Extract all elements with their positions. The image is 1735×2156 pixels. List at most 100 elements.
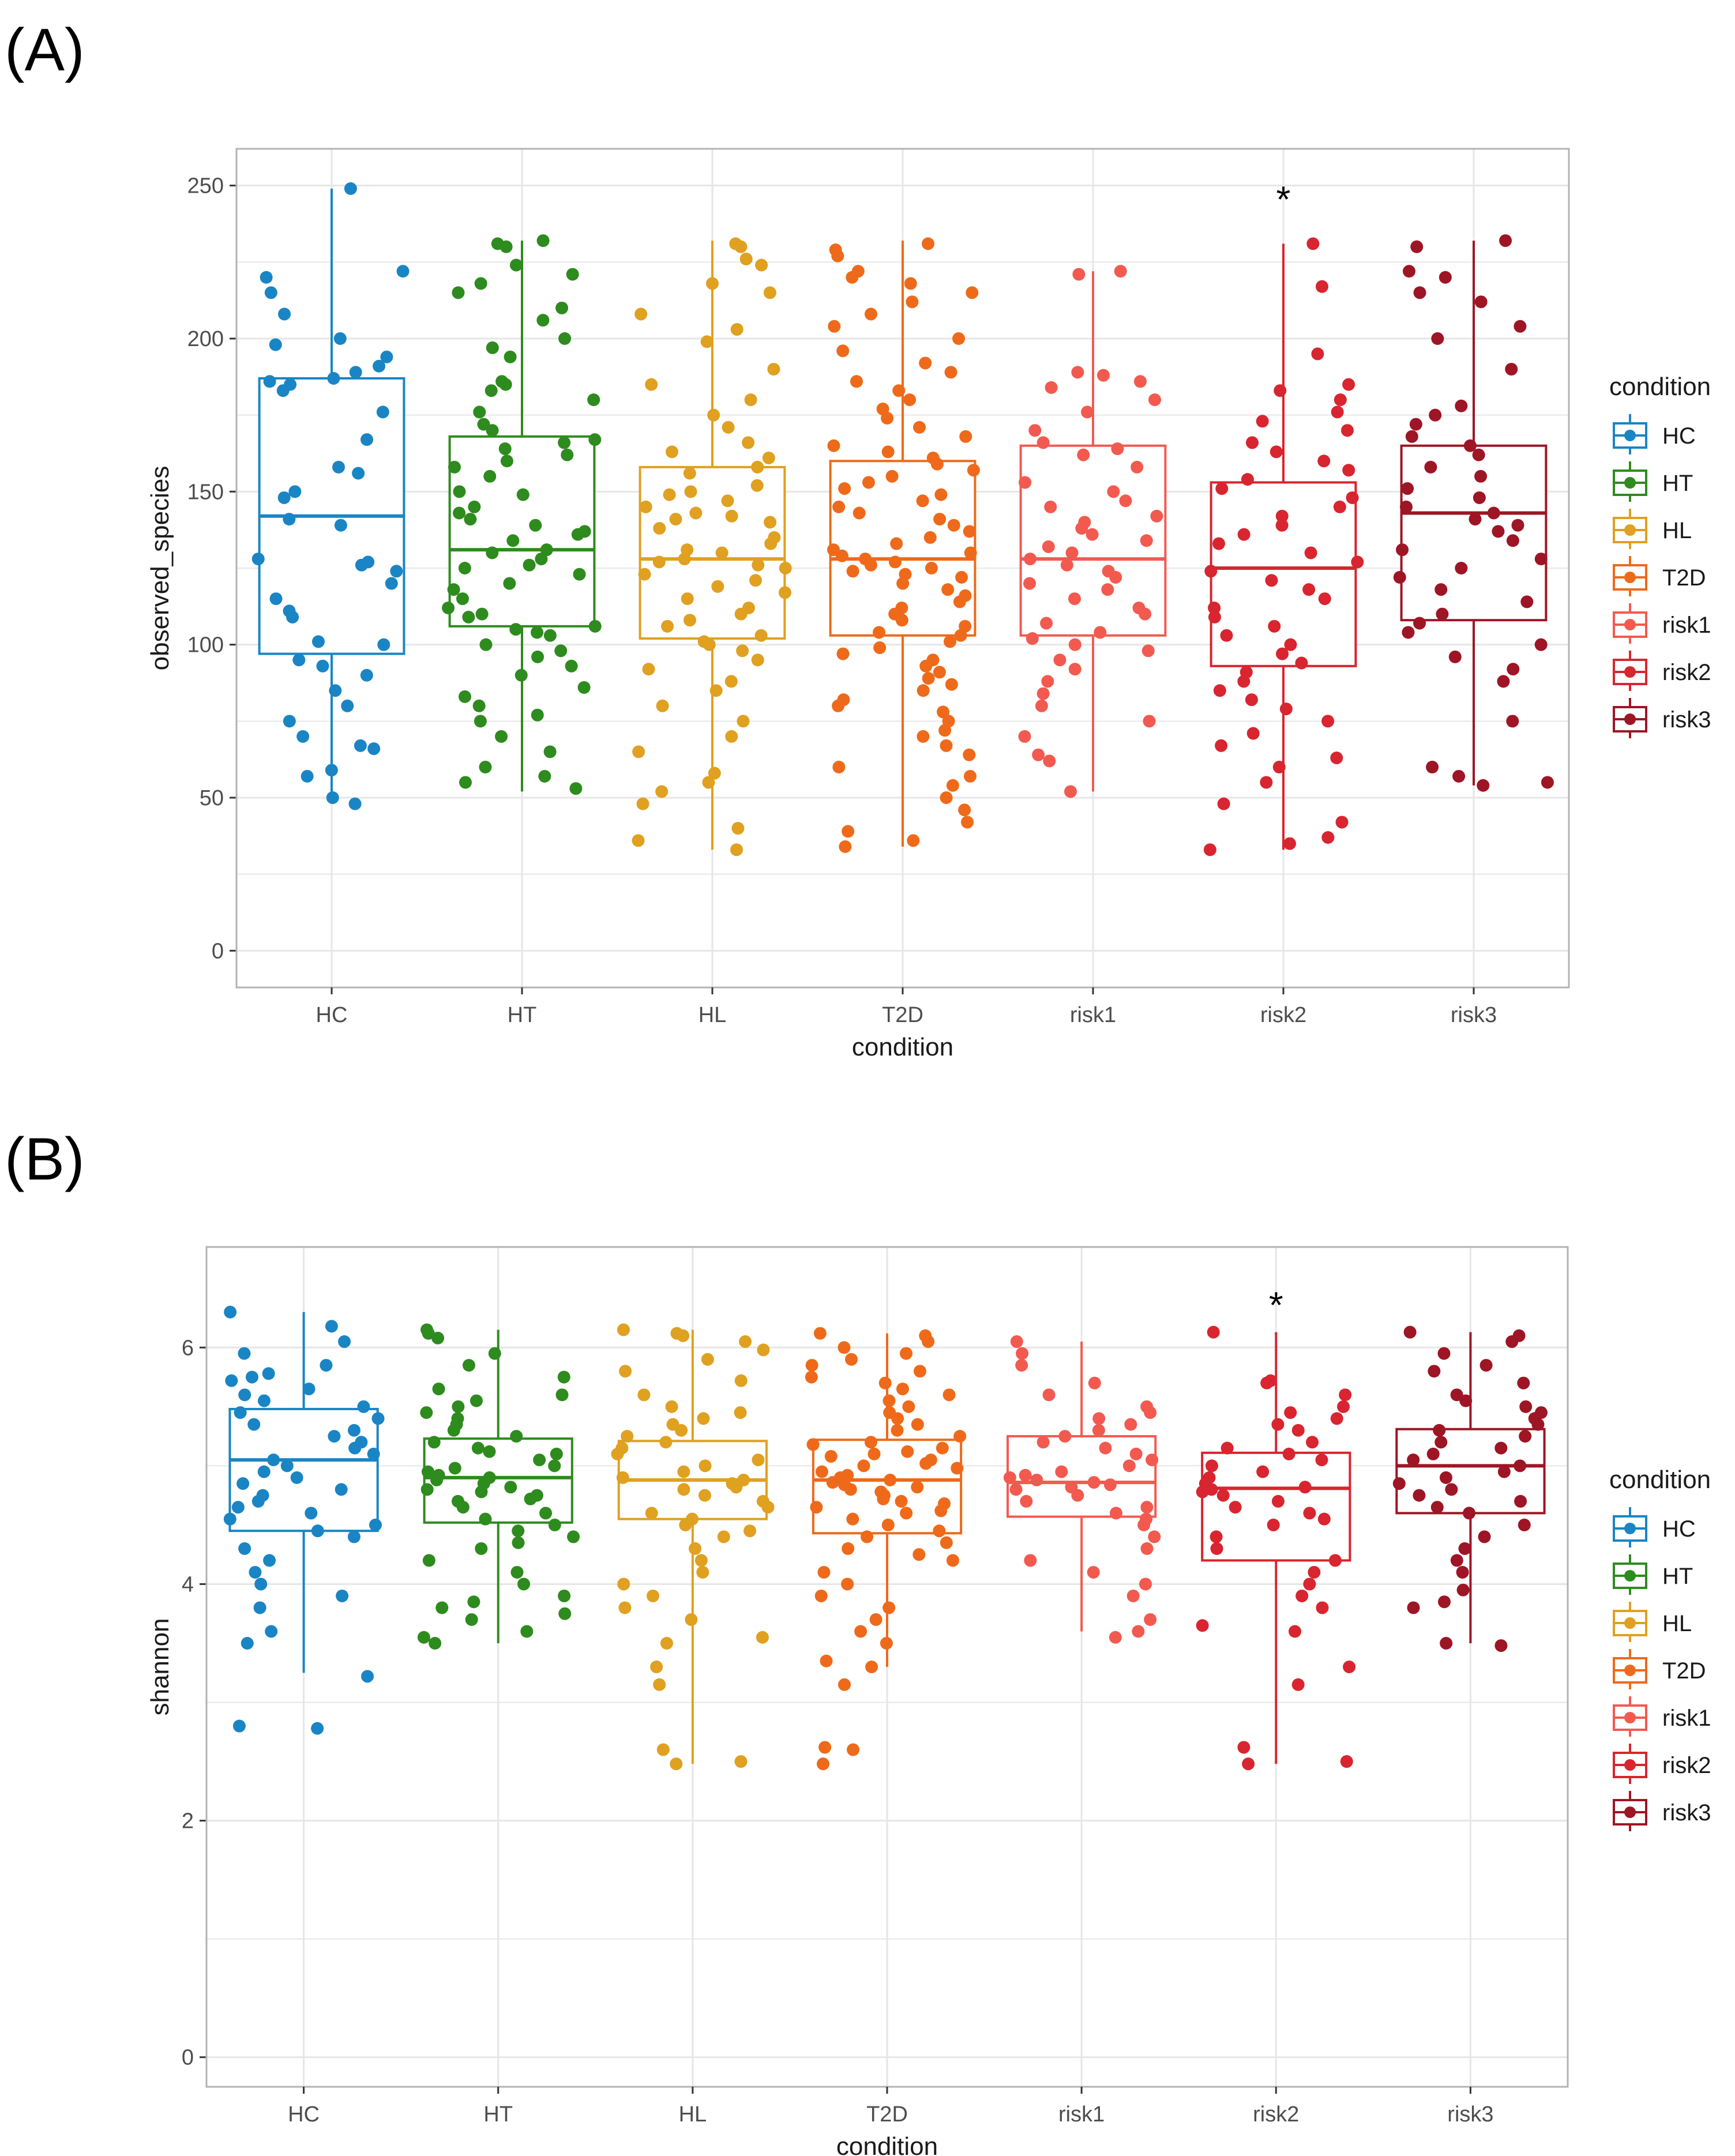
data-point bbox=[500, 455, 513, 468]
data-point bbox=[1068, 638, 1081, 651]
data-point bbox=[1284, 1406, 1297, 1419]
data-point bbox=[739, 253, 753, 266]
y-tick-label: 2 bbox=[182, 1809, 194, 1834]
data-point bbox=[569, 782, 583, 795]
data-point bbox=[1075, 522, 1088, 535]
legend-item-HC: HC bbox=[1613, 1507, 1696, 1547]
data-point bbox=[335, 1483, 348, 1496]
data-point bbox=[885, 469, 899, 483]
data-point bbox=[1086, 528, 1099, 541]
data-point bbox=[555, 301, 569, 314]
data-point bbox=[1478, 1530, 1491, 1543]
data-point bbox=[470, 1394, 483, 1407]
data-point bbox=[1204, 565, 1218, 578]
data-point bbox=[881, 411, 894, 425]
data-point bbox=[429, 1636, 442, 1650]
data-point bbox=[473, 405, 486, 419]
data-point bbox=[836, 647, 850, 660]
data-point bbox=[891, 1412, 904, 1425]
data-point bbox=[347, 1423, 360, 1437]
data-point bbox=[262, 1367, 275, 1380]
data-point bbox=[1143, 715, 1156, 728]
x-tick-label: T2D bbox=[882, 1003, 923, 1027]
data-point bbox=[371, 1412, 385, 1425]
data-point bbox=[663, 488, 676, 501]
x-tick-label: HT bbox=[508, 1003, 537, 1027]
data-point bbox=[913, 1365, 926, 1378]
data-point bbox=[509, 258, 523, 272]
data-point bbox=[458, 690, 471, 703]
data-point bbox=[296, 730, 310, 743]
y-tick-label: 250 bbox=[187, 174, 224, 198]
data-point bbox=[1148, 393, 1161, 407]
data-point bbox=[1124, 1418, 1137, 1431]
data-point bbox=[930, 457, 944, 471]
data-point bbox=[1335, 816, 1349, 829]
data-point bbox=[1133, 375, 1147, 388]
data-point bbox=[947, 519, 960, 532]
data-point bbox=[367, 742, 381, 756]
data-point bbox=[479, 1512, 492, 1526]
data-point bbox=[1019, 476, 1032, 489]
data-point bbox=[1295, 1589, 1309, 1602]
data-point bbox=[734, 1755, 748, 1768]
data-point bbox=[558, 1607, 572, 1620]
y-tick-label: 4 bbox=[182, 1572, 194, 1597]
legend-label: HT bbox=[1662, 471, 1693, 496]
data-point bbox=[896, 577, 910, 590]
legend-item-risk1: risk1 bbox=[1613, 603, 1711, 644]
data-point bbox=[422, 1554, 435, 1567]
data-point bbox=[617, 1577, 630, 1591]
data-point bbox=[942, 1388, 956, 1402]
data-point bbox=[1101, 583, 1114, 596]
data-point bbox=[1505, 363, 1518, 376]
data-point bbox=[1077, 448, 1090, 461]
data-point bbox=[376, 405, 389, 419]
data-point bbox=[1068, 663, 1081, 676]
legend-label: risk3 bbox=[1662, 707, 1711, 733]
data-point bbox=[1220, 1441, 1234, 1455]
data-point bbox=[1434, 583, 1448, 596]
legend-label: risk1 bbox=[1662, 613, 1711, 638]
significance-star: * bbox=[1276, 179, 1291, 220]
data-point bbox=[1245, 436, 1259, 449]
legend-item-HC: HC bbox=[1613, 414, 1696, 455]
y-tick-label: 50 bbox=[200, 786, 224, 810]
legend-label: risk2 bbox=[1662, 660, 1711, 685]
data-point bbox=[902, 1400, 915, 1413]
data-point bbox=[543, 745, 557, 758]
data-point bbox=[1148, 1530, 1161, 1543]
data-point bbox=[919, 1457, 933, 1470]
data-point bbox=[734, 607, 748, 621]
data-point bbox=[832, 500, 846, 513]
boxplot-risk2 bbox=[1196, 1325, 1356, 1771]
data-point bbox=[369, 1518, 382, 1531]
data-point bbox=[1511, 519, 1524, 532]
data-point bbox=[656, 699, 669, 712]
data-point bbox=[1519, 1430, 1532, 1443]
data-point bbox=[483, 1445, 496, 1458]
panel-label-b: (B) bbox=[5, 1126, 85, 1193]
data-point bbox=[385, 577, 398, 590]
data-point bbox=[895, 614, 908, 627]
data-point bbox=[588, 619, 602, 633]
data-point bbox=[302, 1383, 316, 1396]
data-point bbox=[828, 320, 841, 333]
data-point bbox=[916, 494, 929, 508]
data-point bbox=[953, 595, 966, 609]
data-point bbox=[818, 1741, 832, 1754]
data-point bbox=[725, 730, 738, 743]
data-point bbox=[1150, 509, 1163, 523]
x-tick-label: T2D bbox=[866, 2102, 908, 2127]
legend-item-T2D: T2D bbox=[1613, 1649, 1706, 1689]
data-point bbox=[1245, 693, 1258, 707]
data-point bbox=[1260, 776, 1273, 789]
data-point bbox=[462, 1359, 475, 1372]
data-point bbox=[1024, 1554, 1037, 1567]
data-point bbox=[611, 1447, 624, 1460]
data-point bbox=[1303, 1507, 1316, 1520]
legend-label: T2D bbox=[1662, 565, 1706, 591]
data-point bbox=[1096, 369, 1110, 382]
data-point bbox=[1210, 1530, 1223, 1543]
data-point bbox=[1304, 546, 1317, 559]
